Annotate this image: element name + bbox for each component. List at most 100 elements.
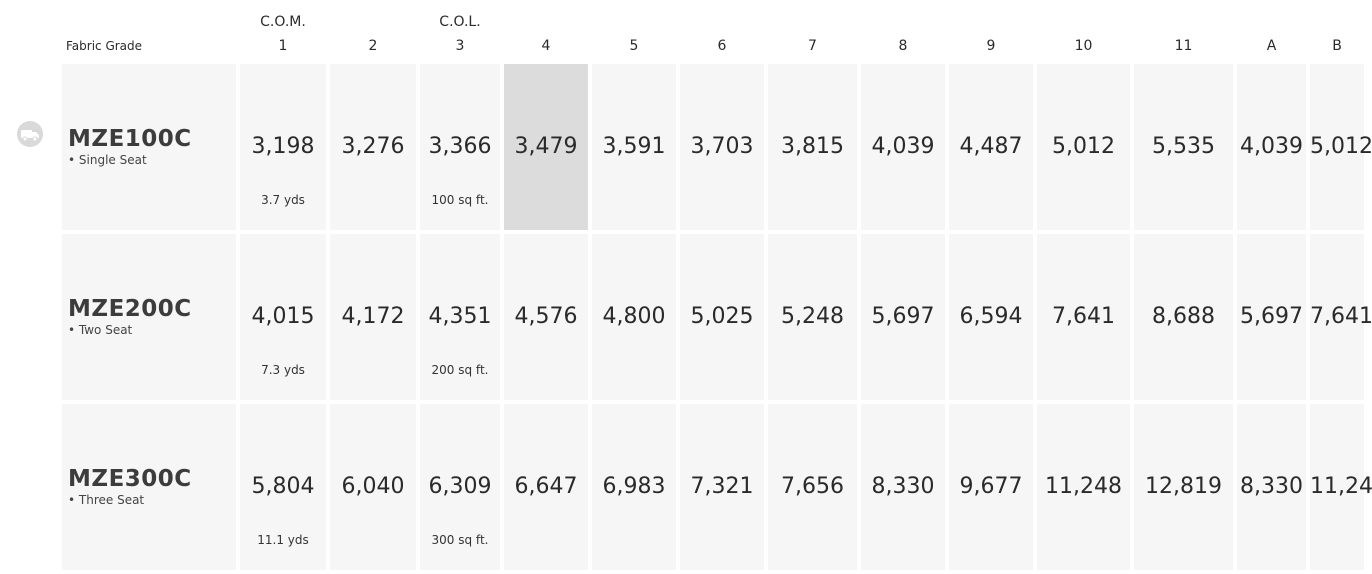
model-cell: MZE300C • Three Seat [62,404,236,570]
price-value: 5,025 [690,304,754,329]
table-row: MZE300C • Three Seat 5,804 11.1 yds 6,04… [62,404,1372,570]
price-value: 3,276 [341,134,405,159]
model-description: • Three Seat [68,493,145,507]
com-yardage: 7.3 yds [261,363,305,377]
col-label: C.O.L. [439,14,481,30]
price-cell: 3,198 3.7 yds [240,64,326,230]
price-value: 12,819 [1145,474,1222,499]
grade-number: 6 [717,38,727,54]
price-value: 7,641 [1310,304,1372,329]
grade-number: 10 [1074,38,1093,54]
price-cell: 8,688 [1134,234,1233,400]
price-value: 5,248 [781,304,844,329]
grade-header-9: 9 [949,0,1033,60]
price-cell: 4,351 200 sq ft. [420,234,500,400]
price-value: 6,594 [959,304,1023,329]
price-cell: 8,330 [1237,404,1306,570]
price-cell: 3,703 [680,64,764,230]
model-name: MZE200C [68,296,192,322]
price-table: Fabric Grade C.O.M. 1 2 C.O.L. 3 4 5 [58,0,1372,574]
price-value: 3,479 [514,134,578,159]
price-cell: 12,819 [1134,404,1233,570]
com-label: C.O.M. [260,14,306,30]
model-description: • Two Seat [68,323,133,337]
price-cell: 11,248 [1037,404,1130,570]
price-cell: 9,677 [949,404,1033,570]
price-value: 7,321 [690,474,754,499]
grade-number: 8 [898,38,908,54]
price-value: 8,688 [1152,304,1215,329]
price-cell: 5,804 11.1 yds [240,404,326,570]
price-value: 4,039 [871,134,935,159]
grade-number: B [1332,38,1342,54]
grade-number: 1 [278,38,288,54]
grade-number: A [1266,38,1277,54]
price-cell: 4,039 [1237,64,1306,230]
delivery-truck-icon [17,121,43,147]
grade-number: 2 [368,38,378,54]
price-cell: 5,248 [768,234,857,400]
model-name: MZE300C [68,466,192,492]
grade-header-4: 4 [504,0,588,60]
price-cell: 6,647 [504,404,588,570]
grade-number: 9 [986,38,996,54]
price-value: 5,535 [1152,134,1215,159]
price-value: 4,015 [251,304,315,329]
price-cell: 4,576 [504,234,588,400]
price-value: 4,800 [602,304,666,329]
price-value: 5,012 [1310,134,1372,159]
price-value: 6,983 [602,474,666,499]
price-cell: 3,591 [592,64,676,230]
com-yardage: 11.1 yds [257,533,309,547]
price-cell: 7,656 [768,404,857,570]
price-cell: 6,040 [330,404,416,570]
price-value: 4,351 [428,304,492,329]
price-cell: 5,012 [1037,64,1130,230]
price-value: 5,697 [1240,304,1303,329]
grade-header-2: 2 [330,0,416,60]
price-cell: 7,641 [1037,234,1130,400]
price-value: 3,198 [251,134,315,159]
price-value: 7,641 [1052,304,1115,329]
grade-number: 4 [541,38,551,54]
price-value: 11,248 [1045,474,1122,499]
price-cell: 5,012 [1310,64,1372,230]
price-value: 11,248 [1310,474,1372,499]
price-value: 7,656 [781,474,844,499]
grade-header-a: A [1237,0,1306,60]
price-cell: 7,321 [680,404,764,570]
price-cell: 3,276 [330,64,416,230]
grade-header-6: 6 [680,0,764,60]
price-value: 5,012 [1052,134,1115,159]
price-value: 4,172 [341,304,405,329]
price-value: 5,804 [251,474,315,499]
price-value: 6,647 [514,474,578,499]
price-cell: 4,172 [330,234,416,400]
price-cell: 5,697 [861,234,945,400]
model-cell: MZE100C • Single Seat [62,64,236,230]
price-cell: 5,535 [1134,64,1233,230]
price-value: 4,039 [1240,134,1303,159]
price-cell: 6,983 [592,404,676,570]
price-cell: 7,641 [1310,234,1372,400]
col-area: 200 sq ft. [431,363,489,377]
model-cell: MZE200C • Two Seat [62,234,236,400]
price-cell: 3,366 100 sq ft. [420,64,500,230]
price-value: 9,677 [959,474,1023,499]
price-cell: 4,039 [861,64,945,230]
price-value: 3,815 [781,134,844,159]
price-cell: 8,330 [861,404,945,570]
price-cell: 11,248 [1310,404,1372,570]
grade-header-5: 5 [592,0,676,60]
grade-number: 5 [629,38,639,54]
grade-number: 7 [808,38,817,54]
table-row: MZE100C • Single Seat 3,198 3.7 yds 3,27… [62,64,1372,230]
grade-header-1: C.O.M. 1 [240,0,326,60]
price-cell: 4,015 7.3 yds [240,234,326,400]
price-cell: 6,309 300 sq ft. [420,404,500,570]
price-value: 3,703 [690,134,754,159]
price-cell: 4,800 [592,234,676,400]
price-cell: 6,594 [949,234,1033,400]
table-row: MZE200C • Two Seat 4,015 7.3 yds 4,172 4… [62,234,1372,400]
price-cell: 3,815 [768,64,857,230]
